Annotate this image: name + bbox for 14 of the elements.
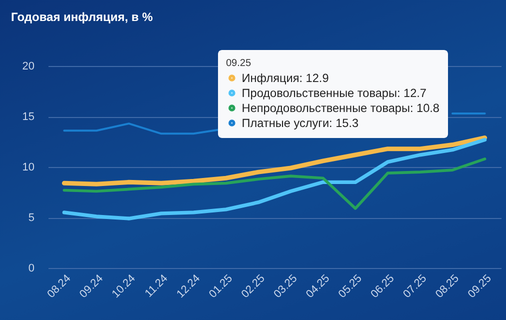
legend-title: 09.25 (226, 58, 252, 69)
legend-label: Платные услуги: 15.3 (242, 116, 359, 130)
y-tick-label: 20 (22, 60, 34, 72)
legend-label: Продовольственные товары: 12.7 (242, 86, 426, 100)
y-tick-label: 15 (22, 111, 34, 123)
line-series (62, 138, 487, 220)
legend-label: Непродовольственные товары: 10.8 (242, 101, 440, 115)
y-tick-label: 10 (22, 162, 34, 174)
legend-label: Инфляция: 12.9 (242, 71, 329, 85)
y-tick-label: 0 (28, 262, 34, 274)
y-tick-label: 5 (28, 212, 34, 224)
line-series (62, 158, 486, 210)
line-series (62, 135, 488, 186)
chart-title: Годовая инфляция, в % (11, 10, 154, 24)
